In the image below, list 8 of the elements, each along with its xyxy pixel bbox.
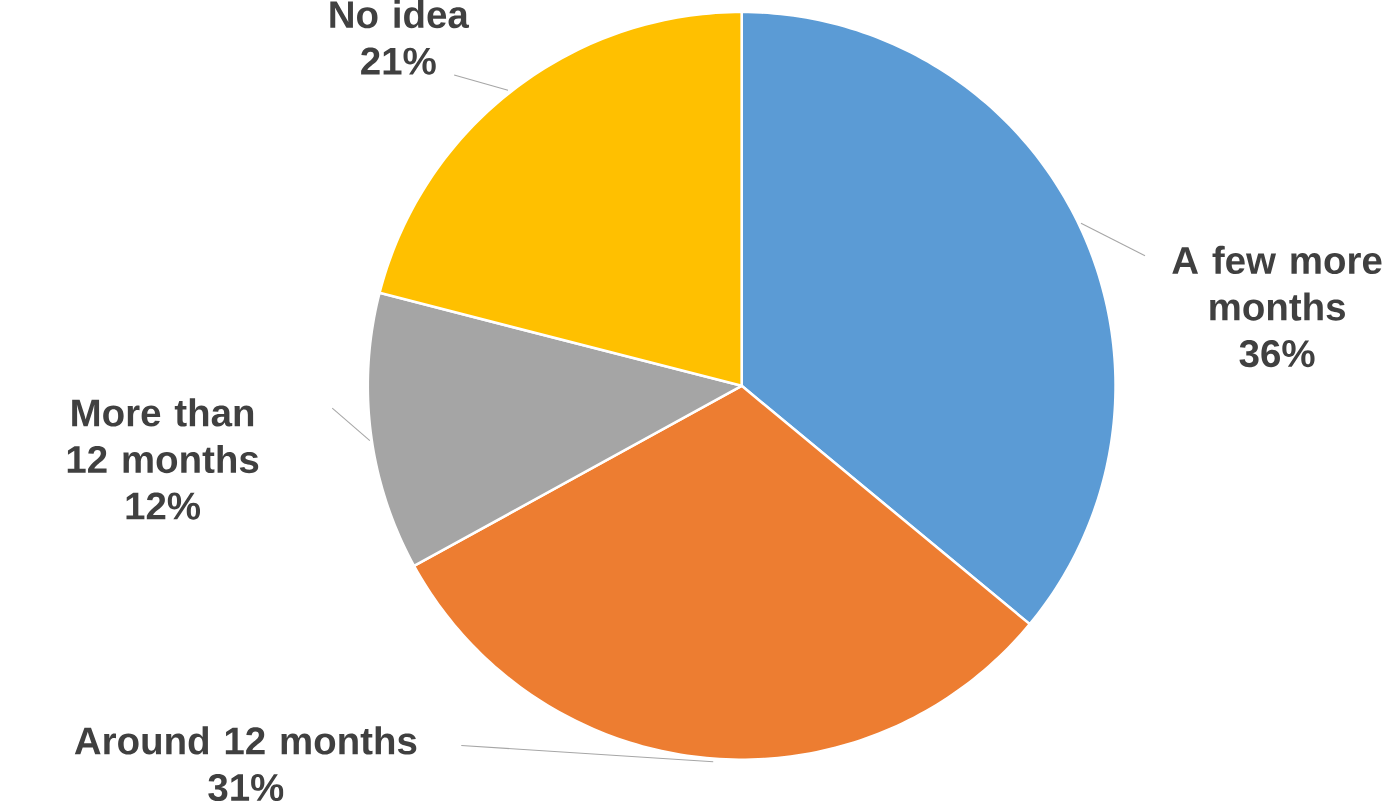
slice-label: Around 12 months bbox=[74, 726, 417, 755]
data-label: 31% bbox=[208, 773, 284, 801]
data-label: 21% bbox=[361, 47, 436, 75]
legend-label: More than 12 months bbox=[67, 398, 259, 474]
slice-label: A few more months bbox=[1172, 245, 1382, 321]
slice-label: No idea bbox=[330, 0, 470, 29]
data-label: 36% bbox=[1239, 339, 1315, 368]
data-label: 12% bbox=[126, 492, 201, 520]
